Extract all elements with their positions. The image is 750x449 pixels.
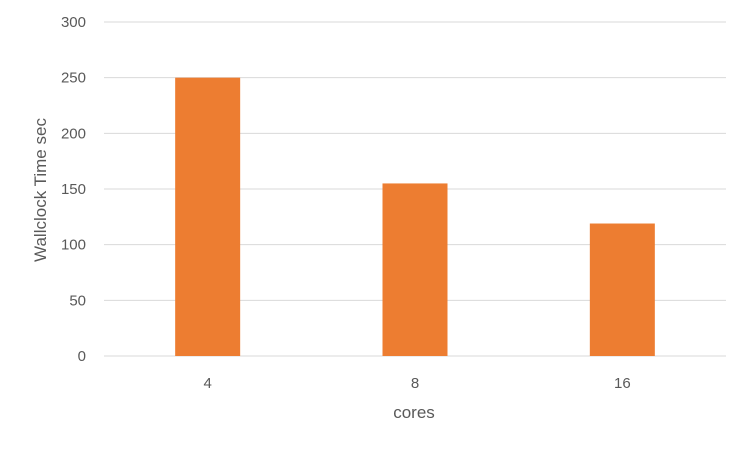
y-tick-label: 200 bbox=[61, 125, 86, 142]
x-tick-label: 16 bbox=[614, 375, 631, 392]
bar-8 bbox=[382, 183, 448, 356]
x-tick-labels: 4 8 16 bbox=[203, 375, 630, 392]
x-tick-label: 4 bbox=[203, 375, 211, 392]
y-tick-label: 300 bbox=[61, 14, 86, 31]
y-tick-label: 100 bbox=[61, 237, 86, 254]
y-axis-title: Wallclock Time sec bbox=[31, 118, 50, 262]
y-tick-labels: 0 50 100 150 200 250 300 bbox=[61, 14, 86, 365]
bar-16 bbox=[589, 223, 655, 356]
bar-4 bbox=[175, 77, 241, 357]
x-axis-title: cores bbox=[393, 403, 435, 422]
y-tick-label: 50 bbox=[69, 292, 86, 309]
bar-series bbox=[175, 77, 655, 357]
y-tick-label: 250 bbox=[61, 70, 86, 87]
y-tick-label: 0 bbox=[78, 348, 86, 365]
x-tick-label: 8 bbox=[411, 375, 419, 392]
y-tick-label: 150 bbox=[61, 181, 86, 198]
